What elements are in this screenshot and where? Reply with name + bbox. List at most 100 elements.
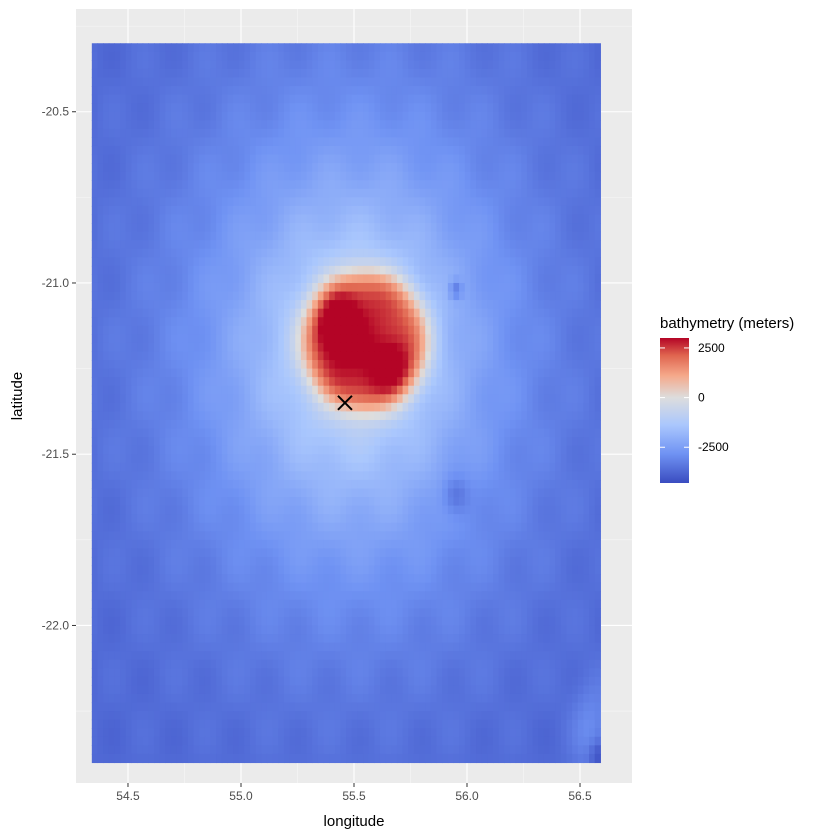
raster-cell <box>498 103 505 113</box>
raster-cell <box>340 437 347 447</box>
raster-cell <box>419 368 426 378</box>
raster-cell <box>464 445 471 455</box>
raster-cell <box>125 342 132 353</box>
raster-cell <box>532 111 539 121</box>
raster-cell <box>464 411 471 421</box>
raster-cell <box>323 308 330 318</box>
raster-cell <box>153 385 161 395</box>
raster-cell <box>97 317 104 327</box>
raster-cell <box>250 171 257 181</box>
raster-cell <box>459 51 466 61</box>
raster-cell <box>436 325 443 335</box>
raster-cell <box>137 86 144 96</box>
raster-cell <box>509 120 517 130</box>
raster-cell <box>312 120 319 130</box>
raster-cell <box>244 94 251 104</box>
raster-cell <box>476 257 483 267</box>
raster-cell <box>577 257 585 267</box>
raster-cell <box>396 437 404 447</box>
raster-cell <box>515 94 522 104</box>
raster-cell <box>283 437 291 447</box>
raster-cell <box>368 94 375 104</box>
raster-cell <box>566 120 573 130</box>
raster-cell <box>549 402 556 413</box>
raster-cell <box>317 223 325 233</box>
raster-cell <box>538 505 545 515</box>
raster-cell <box>543 137 551 147</box>
raster-cell <box>504 419 511 430</box>
raster-cell <box>176 342 183 353</box>
raster-cell <box>379 479 387 490</box>
raster-cell <box>402 43 409 53</box>
raster-cell <box>391 334 398 344</box>
raster-cell <box>103 94 110 104</box>
raster-cell <box>509 77 517 87</box>
raster-cell <box>289 497 296 507</box>
raster-cell <box>142 488 149 498</box>
raster-cell <box>413 437 421 447</box>
raster-cell <box>487 308 494 318</box>
raster-cell <box>131 385 138 395</box>
raster-cell <box>91 505 99 515</box>
raster-cell <box>504 402 511 413</box>
raster-cell <box>391 360 398 370</box>
raster-cell <box>153 394 161 404</box>
raster-cell <box>153 351 161 361</box>
raster-cell <box>187 43 195 53</box>
raster-cell <box>363 325 370 335</box>
raster-cell <box>470 154 477 164</box>
raster-cell <box>391 43 398 53</box>
raster-cell <box>165 197 172 207</box>
raster-cell <box>396 240 404 250</box>
raster-cell <box>170 231 178 241</box>
raster-cell <box>493 274 500 284</box>
raster-cell <box>577 317 585 327</box>
raster-cell <box>170 77 178 87</box>
raster-cell <box>216 205 223 216</box>
raster-cell <box>148 291 155 301</box>
raster-cell <box>340 402 347 413</box>
raster-cell <box>272 68 279 79</box>
raster-cell <box>227 471 234 481</box>
raster-cell <box>430 128 438 139</box>
raster-cell <box>165 86 172 96</box>
raster-cell <box>187 94 195 104</box>
raster-cell <box>385 51 392 61</box>
raster-cell <box>272 231 279 241</box>
raster-cell <box>543 479 551 490</box>
raster-cell <box>199 197 206 207</box>
raster-cell <box>464 437 471 447</box>
raster-cell <box>402 51 409 61</box>
raster-cell <box>165 43 172 53</box>
raster-cell <box>306 248 313 258</box>
raster-cell <box>272 214 279 224</box>
raster-cell <box>572 68 579 79</box>
raster-cell <box>493 137 500 147</box>
raster-cell <box>402 223 409 233</box>
raster-cell <box>521 60 528 70</box>
raster-cell <box>210 77 217 87</box>
raster-cell <box>521 368 528 378</box>
raster-cell <box>555 334 562 344</box>
raster-cell <box>142 505 149 515</box>
raster-cell <box>425 111 432 121</box>
raster-cell <box>238 257 245 267</box>
raster-cell <box>481 445 488 455</box>
raster-cell <box>340 68 347 79</box>
raster-cell <box>148 437 155 447</box>
raster-cell <box>266 60 274 70</box>
raster-cell <box>165 462 172 472</box>
raster-cell <box>363 128 370 139</box>
raster-cell <box>165 68 172 79</box>
raster-cell <box>317 137 325 147</box>
raster-cell <box>453 351 460 361</box>
raster-cell <box>351 360 358 370</box>
raster-cell <box>549 205 556 216</box>
raster-cell <box>408 471 415 481</box>
raster-cell <box>340 317 347 327</box>
raster-cell <box>425 86 432 96</box>
raster-cell <box>306 479 313 490</box>
raster-cell <box>566 111 573 121</box>
raster-cell <box>453 385 460 395</box>
raster-cell <box>244 342 251 353</box>
